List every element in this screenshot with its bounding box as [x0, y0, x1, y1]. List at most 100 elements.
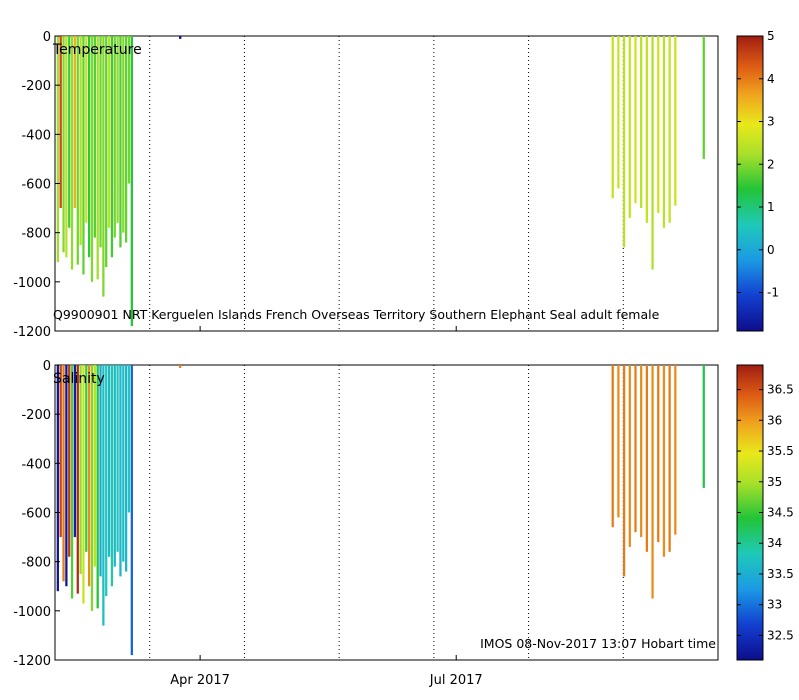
- temperature-profile-14: [96, 36, 99, 280]
- temperature-ytick-label: -1200: [13, 325, 51, 340]
- temperature-profile-25: [127, 36, 131, 184]
- temperature-panel: 0-200-400-600-800-1000-1200 Temperature …: [13, 29, 779, 340]
- salinity-profile-8: [79, 365, 82, 574]
- temperature-profile-36: [657, 36, 660, 213]
- temperature-profile-21: [116, 36, 119, 223]
- temperature-profile-19: [110, 36, 114, 258]
- temperature-profile-13: [93, 36, 96, 238]
- salinity-colorbar-tick-label: 32.5: [767, 628, 794, 642]
- temperature-profile-4: [68, 36, 71, 228]
- salinity-profile-28: [611, 365, 614, 528]
- salinity-profile-9: [82, 365, 85, 604]
- temperature-profile-40: [702, 36, 705, 159]
- salinity-xtick-label: Jul 2017: [429, 673, 483, 688]
- salinity-profile-16: [102, 365, 105, 626]
- temperature-colorbar-tick-label: 5: [767, 29, 775, 43]
- temperature-profile-2: [62, 36, 65, 253]
- salinity-profile-1: [59, 365, 62, 538]
- temperature-colorbar-ticks: -1 0 1 2 3 4 5: [737, 29, 779, 300]
- temperature-colorbar: [736, 35, 764, 332]
- temperature-colorbar-tick-label: 0: [767, 243, 775, 257]
- salinity-profile-4: [68, 365, 71, 557]
- salinity-profile-40: [702, 365, 705, 488]
- temperature-profile-3: [65, 36, 68, 258]
- salinity-profile-24: [124, 365, 128, 572]
- salinity-profile-6: [73, 365, 77, 538]
- temperature-profile-35: [651, 36, 654, 270]
- salinity-profile-23: [122, 365, 125, 562]
- temperature-profile-32: [634, 36, 637, 204]
- temperature-profile-26: [130, 36, 133, 327]
- salinity-panel: 0 -200 -400 -600 -800 -1000 -1200 Apr 2017 Jul …: [13, 359, 794, 688]
- salinity-profile-32: [634, 365, 637, 533]
- temperature-profiles: [56, 36, 705, 327]
- salinity-profile-10: [85, 365, 88, 552]
- salinity-profile-36: [657, 365, 660, 542]
- salinity-profile-13: [93, 365, 96, 567]
- salinity-colorbar-tick-label: 33.5: [767, 567, 794, 581]
- temperature-profile-29: [617, 36, 620, 189]
- temperature-profile-17: [105, 36, 108, 268]
- temperature-profile-37: [662, 36, 666, 228]
- temperature-profile-12: [90, 36, 94, 282]
- salinity-profile-14: [96, 365, 99, 609]
- salinity-ytick-label: 0: [43, 359, 51, 374]
- temperature-profile-30: [622, 36, 626, 248]
- salinity-profile-39: [674, 365, 677, 535]
- salinity-ytick-label: -200: [21, 408, 51, 423]
- temperature-profile-33: [640, 36, 643, 209]
- temperature-x-ticks: [199, 326, 457, 331]
- temperature-profile-38: [668, 36, 671, 223]
- temperature-profile-23: [122, 36, 125, 233]
- temperature-profile-5: [70, 36, 74, 270]
- salinity-ytick-label: -1000: [13, 605, 51, 620]
- temperature-ytick-label: -200: [21, 79, 51, 94]
- salinity-profile-22: [119, 365, 122, 577]
- temperature-profile-10: [85, 36, 88, 223]
- temperature-y-axis: 0 -200 -400 -600 -800 -1000 -1200: [13, 30, 60, 340]
- salinity-profile-34: [645, 365, 649, 552]
- temperature-profile-15: [99, 36, 102, 248]
- salinity-xtick-label: Apr 2017: [170, 673, 230, 688]
- temperature-profile-8: [79, 36, 82, 245]
- salinity-colorbar-tick-label: 33: [767, 598, 782, 612]
- salinity-colorbar-tick-label: 34.5: [767, 506, 794, 520]
- salinity-profile-38: [668, 365, 671, 552]
- temperature-profile-16: [102, 36, 105, 297]
- salinity-profile-5: [70, 365, 74, 599]
- temperature-profile-34: [645, 36, 649, 223]
- salinity-title: Salinity: [53, 371, 105, 387]
- temperature-annotation: Q9900901 NRT Kerguelen Islands French Ov…: [53, 307, 660, 322]
- temperature-profile-7: [76, 36, 79, 265]
- salinity-profile-3: [65, 365, 68, 587]
- salinity-colorbar-ticks: 32.5 33 33.5 34 34.5 35 35.5 36 36.5: [737, 383, 794, 642]
- salinity-profile-0: [56, 365, 59, 592]
- salinity-colorbar-tick-label: 35: [767, 475, 782, 489]
- temperature-plot-frame: [54, 35, 719, 332]
- temperature-profile-1: [59, 36, 62, 209]
- salinity-profile-37: [662, 365, 666, 557]
- temperature-profile-31: [628, 36, 631, 218]
- temperature-ytick-label: -1000: [13, 276, 51, 291]
- salinity-annotation: IMOS 08-Nov-2017 13:07 Hobart time: [480, 636, 716, 651]
- salinity-profile-30: [622, 365, 626, 577]
- salinity-profile-12: [90, 365, 94, 611]
- temperature-profile-20: [113, 36, 116, 238]
- salinity-profile-20: [113, 365, 116, 567]
- salinity-profile-27: [179, 365, 182, 368]
- temperature-profile-28: [611, 36, 614, 199]
- temperature-profile-6: [73, 36, 77, 209]
- salinity-colorbar-tick-label: 35.5: [767, 444, 794, 458]
- temperature-profile-27: [179, 36, 182, 39]
- salinity-colorbar-tick-label: 36.5: [767, 383, 794, 397]
- salinity-profile-29: [617, 365, 620, 518]
- temperature-colorbar-tick-label: 4: [767, 72, 775, 86]
- salinity-ytick-label: -1200: [13, 654, 51, 669]
- salinity-ytick-label: -400: [21, 457, 51, 472]
- salinity-profile-35: [651, 365, 654, 599]
- salinity-ytick-label: -800: [21, 556, 51, 571]
- salinity-colorbar-tick-label: 34: [767, 536, 782, 550]
- temperature-colorbar-tick-label: 2: [767, 157, 775, 171]
- salinity-y-axis: 0 -200 -400 -600 -800 -1000 -1200: [13, 359, 60, 669]
